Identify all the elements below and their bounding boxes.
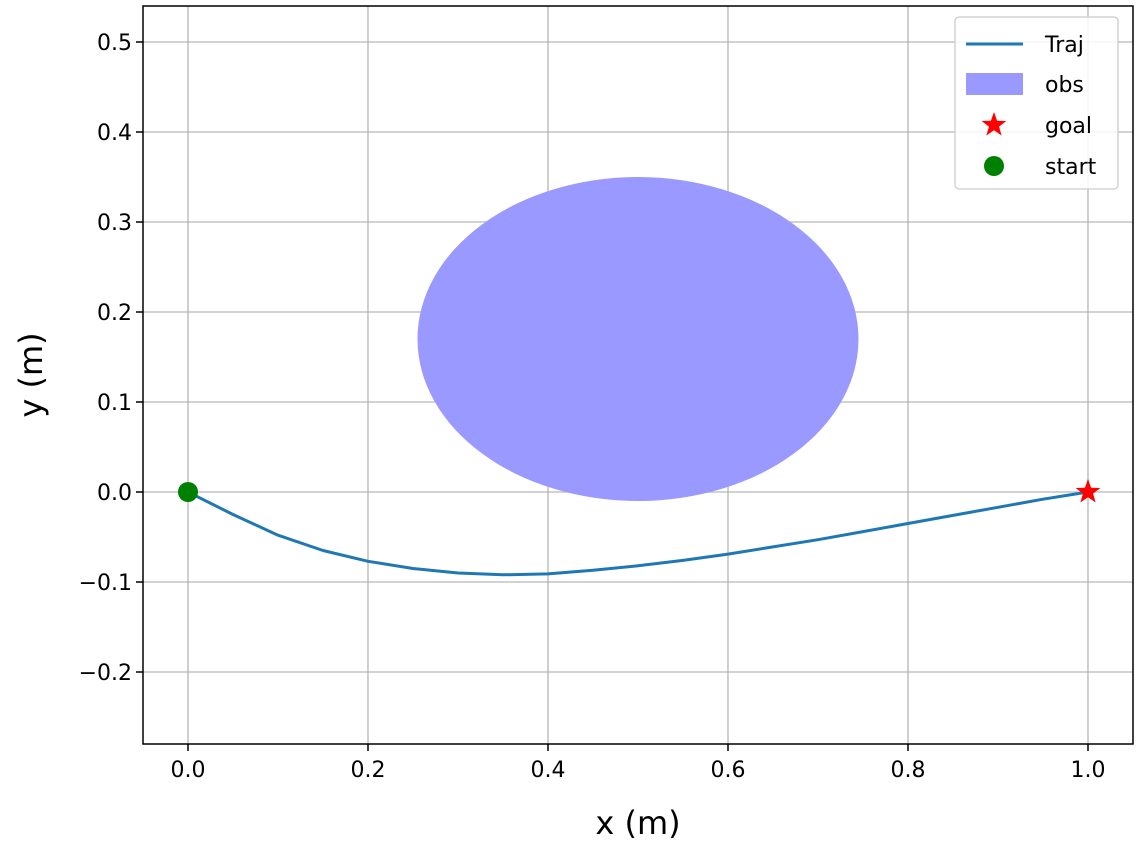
y-tick-label: 0.5	[97, 31, 132, 56]
start-marker	[178, 482, 198, 502]
legend: Traj obs goal start	[954, 16, 1119, 190]
y-tick-label: 0.0	[97, 481, 132, 506]
ticks: 0.0 0.2 0.4 0.6 0.8 1.0 −0.2 −0.1 0.0 0.1 0.2 0.3 0.…	[79, 31, 1106, 783]
legend-label-Traj: Traj	[1044, 33, 1084, 58]
trajectory-line	[187, 490, 1089, 577]
legend-label-obs: obs	[1045, 73, 1084, 98]
legend-box	[954, 16, 1119, 190]
legend-label-start: start	[1045, 155, 1097, 180]
legend-label-goal: goal	[1045, 114, 1092, 139]
plot-area	[178, 177, 1101, 577]
x-tick-label: 0.0	[171, 758, 206, 783]
y-tick-label: 0.1	[97, 391, 132, 416]
goal-marker	[1075, 479, 1101, 503]
y-tick-label: 0.4	[97, 121, 132, 146]
obstacle-ellipse	[417, 177, 859, 501]
x-axis-label: x (m)	[595, 804, 680, 842]
x-tick-label: 1.0	[1071, 758, 1106, 783]
y-tick-label: −0.2	[79, 661, 132, 686]
y-tick-label: 0.2	[97, 301, 132, 326]
x-tick-label: 0.4	[531, 758, 566, 783]
legend-start-swatch	[984, 156, 1004, 176]
x-tick-label: 0.8	[891, 758, 926, 783]
legend-goal-swatch	[981, 112, 1007, 136]
y-axis-label: y (m)	[12, 332, 50, 417]
x-tick-label: 0.2	[351, 758, 386, 783]
x-tick-label: 0.6	[711, 758, 746, 783]
legend-obs-swatch	[966, 73, 1023, 95]
y-tick-label: −0.1	[79, 571, 132, 596]
axes-frame	[142, 5, 1134, 745]
y-tick-label: 0.3	[97, 211, 132, 236]
